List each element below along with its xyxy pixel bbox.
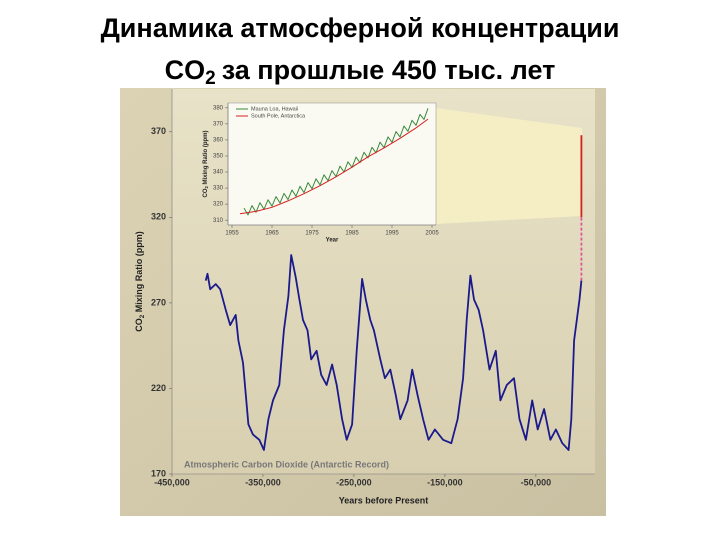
slide-subtitle: CO2 за прошлые 450 тыс. лет: [165, 55, 556, 89]
inset-chart: 310 320 330 340 350 360 370 380 1955 1965 1975 1985…: [203, 103, 439, 244]
subtitle-part: за прошлые 450 тыс. лет: [222, 55, 556, 85]
x-tick-label: -350,000: [245, 477, 281, 487]
data-line: [204, 254, 583, 451]
legend-label: South Pole, Antarctica: [251, 113, 306, 119]
y-tick-label: 270: [151, 297, 166, 307]
subtitle-part: CO: [165, 55, 206, 85]
y-tick-label: 220: [151, 383, 166, 393]
subtitle-subscript: 2: [205, 68, 216, 89]
y-tick-label: 340: [213, 170, 224, 176]
y-axis-label-subscript: 2: [139, 314, 146, 318]
data-line: [239, 118, 429, 215]
y-tick-label: 380: [213, 105, 224, 111]
y-tick-label: 350: [213, 154, 224, 160]
x-tick-label: -50,000: [521, 477, 552, 487]
y-axis-label-part: Mixing Ratio (ppm): [203, 130, 209, 186]
y-tick-label: 320: [151, 212, 166, 222]
y-axis-label: CO2 Mixing Ratio (ppm): [203, 130, 210, 197]
x-tick-label: 2005: [425, 231, 439, 237]
y-tick-label: 370: [213, 121, 224, 127]
inset-plot-area: [227, 102, 437, 226]
x-tick-label: -150,000: [427, 477, 463, 487]
zoom-highlight: [436, 108, 582, 224]
annotation: Atmospheric Carbon Dioxide (Antarctic Re…: [184, 459, 389, 469]
x-axis-label: Year: [326, 238, 339, 244]
y-tick-label: 320: [213, 202, 224, 208]
y-axis-label-part: Mixing Ratio (ppm): [134, 231, 144, 315]
x-tick-label: 1965: [265, 231, 279, 237]
y-axis-label-part: CO: [134, 318, 144, 332]
y-tick-label: 170: [151, 468, 166, 478]
x-tick-label: -250,000: [336, 477, 372, 487]
x-tick-label: -450,000: [154, 477, 190, 487]
slide-title: Динамика атмосферной концентрации: [101, 13, 620, 43]
x-tick-label: 1975: [305, 231, 319, 237]
y-tick-label: 330: [213, 186, 224, 192]
y-tick-label: 310: [213, 218, 224, 224]
main-chart: 170 220 270 320 370 -450,000 -350,000 -250,000 -…: [134, 89, 595, 505]
y-axis-label-part: CO: [203, 188, 209, 197]
x-axis-label: Years before Present: [339, 495, 429, 505]
y-tick-label: 360: [213, 137, 224, 143]
y-tick-label: 370: [151, 126, 166, 136]
legend-label: Mauna Loa, Hawaii: [251, 106, 298, 112]
x-tick-label: 1955: [225, 231, 239, 237]
y-axis-label-subscript: 2: [204, 186, 209, 189]
y-axis-label: CO2 Mixing Ratio (ppm): [134, 231, 145, 332]
x-tick-label: 1995: [385, 231, 399, 237]
x-tick-label: 1985: [345, 231, 359, 237]
